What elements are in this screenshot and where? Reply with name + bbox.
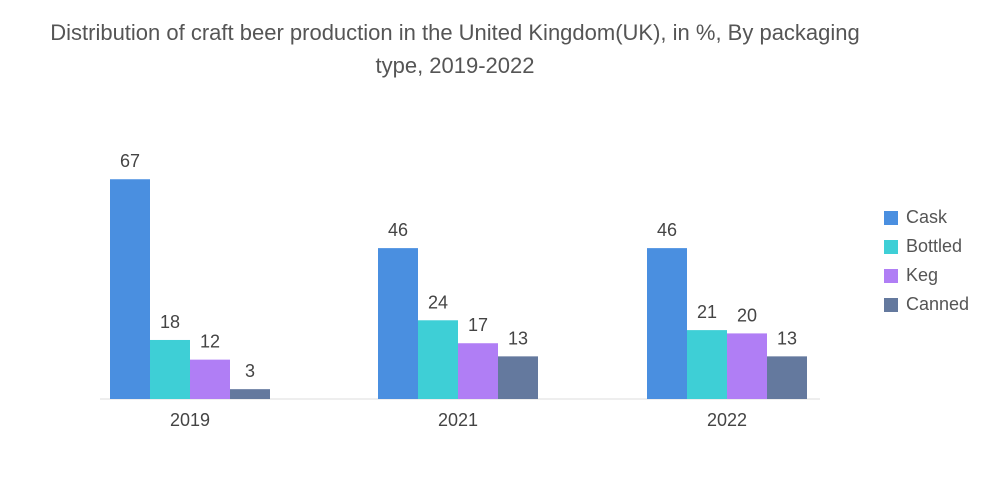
chart-title: Distribution of craft beer production in… xyxy=(50,20,860,78)
bar-keg-2022 xyxy=(727,333,767,399)
bar-keg-2019 xyxy=(190,359,230,399)
legend-item-keg: Keg xyxy=(884,261,969,290)
bar-cask-2022 xyxy=(647,248,687,399)
bar-bottled-2022 xyxy=(687,330,727,399)
data-label-bottled-2021: 24 xyxy=(428,292,448,312)
legend: Cask Bottled Keg Canned xyxy=(884,203,969,319)
legend-item-cask: Cask xyxy=(884,203,969,232)
bar-keg-2021 xyxy=(458,343,498,399)
data-label-cask-2019: 67 xyxy=(120,151,140,171)
legend-label: Keg xyxy=(906,265,939,285)
bar-bottled-2019 xyxy=(150,339,190,399)
legend-swatch xyxy=(884,239,898,254)
data-label-bottled-2022: 21 xyxy=(697,302,717,322)
data-label-cask-2022: 46 xyxy=(657,220,677,240)
data-label-bottled-2019: 18 xyxy=(160,312,180,332)
bar-cask-2019 xyxy=(110,179,150,399)
data-label-canned-2022: 13 xyxy=(777,328,797,348)
data-label-cask-2021: 46 xyxy=(388,220,408,240)
data-label-keg-2022: 20 xyxy=(737,305,757,325)
bar-canned-2021 xyxy=(498,356,538,399)
legend-swatch xyxy=(884,210,898,225)
bar-canned-2019 xyxy=(230,389,270,399)
legend-item-canned: Canned xyxy=(884,290,969,319)
legend-item-bottled: Bottled xyxy=(884,232,969,261)
x-tick-label-2022: 2022 xyxy=(707,410,747,430)
legend-swatch xyxy=(884,268,898,283)
data-label-canned-2019: 3 xyxy=(245,361,255,381)
legend-swatch xyxy=(884,297,898,312)
bar-cask-2021 xyxy=(378,248,418,399)
data-label-keg-2021: 17 xyxy=(468,315,488,335)
x-tick-label-2021: 2021 xyxy=(438,410,478,430)
bar-canned-2022 xyxy=(767,356,807,399)
legend-label: Bottled xyxy=(906,236,963,256)
bar-bottled-2021 xyxy=(418,320,458,399)
x-tick-label-2019: 2019 xyxy=(170,410,210,430)
data-label-keg-2019: 12 xyxy=(200,332,220,352)
data-label-canned-2021: 13 xyxy=(508,328,528,348)
legend-label: Cask xyxy=(906,207,948,227)
legend-label: Canned xyxy=(906,294,970,314)
